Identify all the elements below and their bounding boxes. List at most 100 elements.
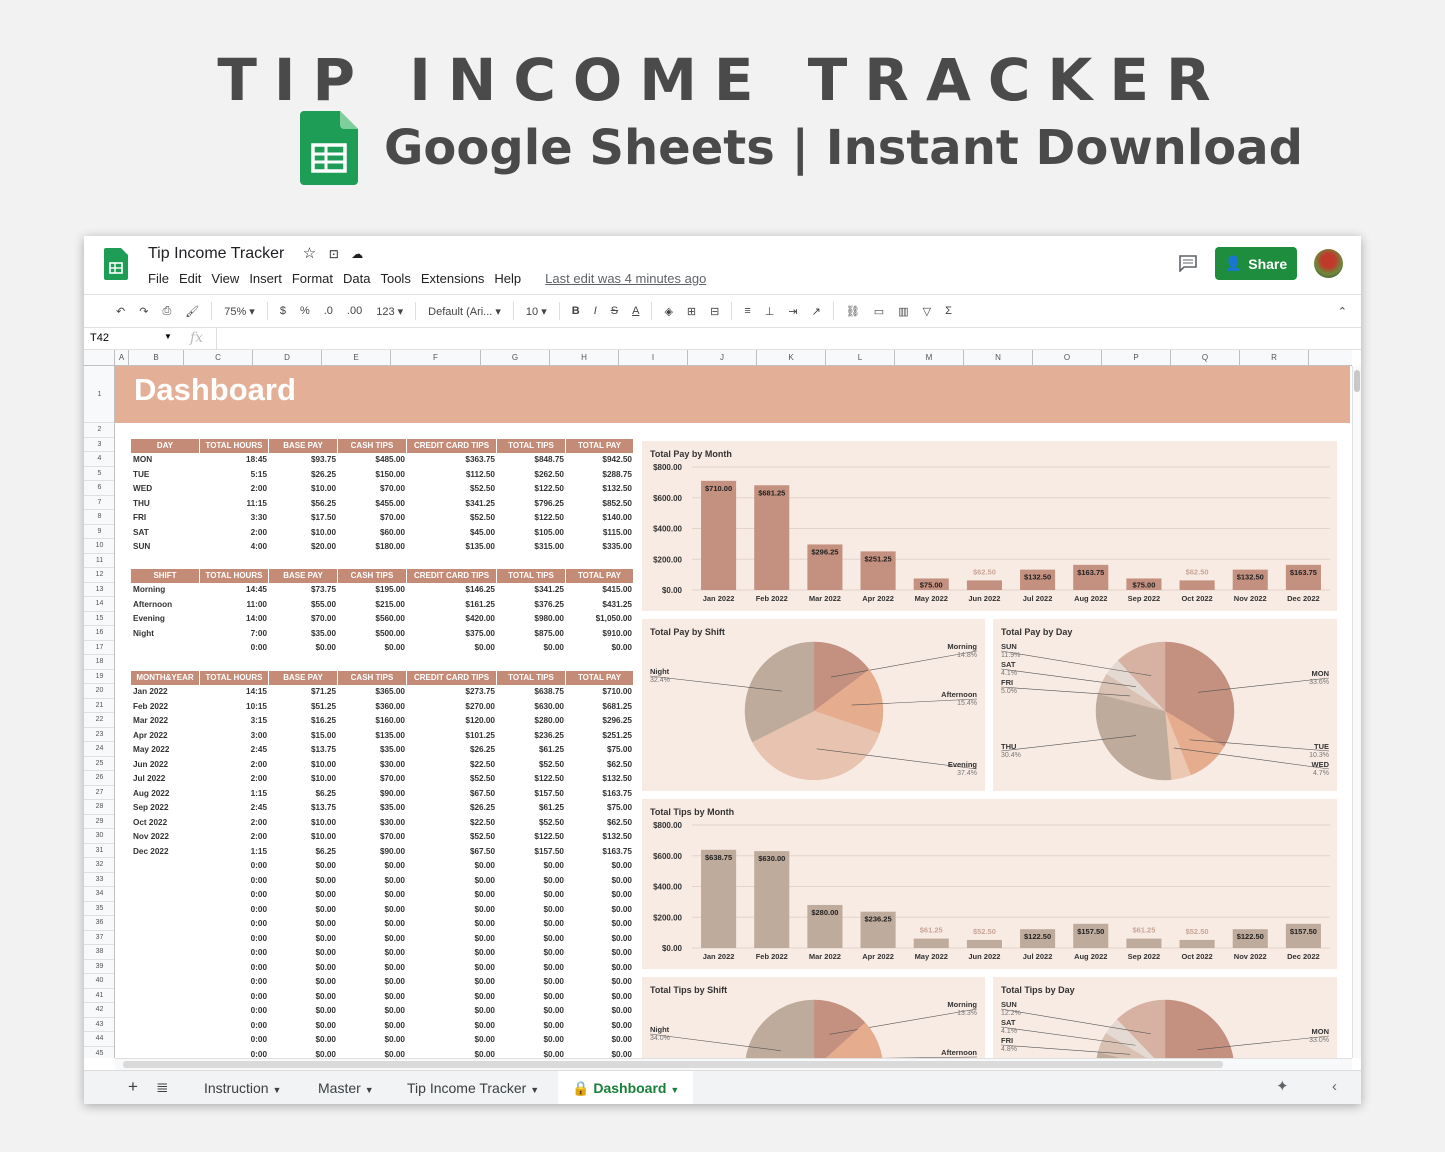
data-label: $52.50: [973, 927, 996, 936]
column-heading: CASH TIPS: [338, 439, 407, 453]
comment-icon[interactable]: [1178, 254, 1198, 272]
table-cell: 0:00: [250, 1006, 267, 1015]
total-pay-by-shift-chart[interactable]: Total Pay by Shift Morning 14.8% Afternoon…: [642, 619, 985, 791]
horizontal-scrollbar[interactable]: [115, 1058, 1352, 1070]
cloud-status-icon[interactable]: ☁: [351, 247, 364, 261]
data-label: $61.25: [920, 926, 943, 935]
more-formats-select[interactable]: 123 ▾: [376, 305, 404, 318]
paint-format-icon[interactable]: 🖌: [185, 305, 200, 318]
total-tips-by-shift-chart[interactable]: Total Tips by Shift Morning 13.3% Afternoo…: [642, 977, 985, 1058]
menu-tools[interactable]: Tools: [380, 271, 411, 286]
undo-icon[interactable]: ↶: [116, 305, 126, 318]
font-select[interactable]: Default (Ari... ▾: [428, 305, 501, 318]
table-cell: 0:00: [250, 977, 267, 986]
add-sheet-icon[interactable]: +: [128, 1077, 138, 1096]
vertical-scrollbar[interactable]: [1352, 366, 1361, 1058]
total-tips-by-month-chart[interactable]: Total Tips by Month $0.00 $200.00 $400.00 $…: [642, 799, 1337, 969]
table-cell: $122.50: [534, 484, 564, 493]
currency-button[interactable]: $: [279, 305, 286, 317]
borders-icon[interactable]: ⊞: [686, 305, 697, 318]
insert-comment-icon[interactable]: ▭: [873, 305, 885, 318]
bar: [1126, 938, 1162, 948]
sheets-app-icon[interactable]: [104, 248, 128, 280]
text-rotation-icon[interactable]: ↗: [811, 305, 821, 318]
percent-button[interactable]: %: [299, 305, 310, 317]
print-icon[interactable]: ⎙: [162, 304, 172, 317]
table-cell: 2:45: [250, 803, 267, 812]
avatar[interactable]: [1314, 249, 1343, 278]
y-tick-label: $800.00: [653, 821, 682, 830]
table-cell: $0.00: [474, 991, 496, 1001]
menu-help[interactable]: Help: [494, 271, 522, 286]
chevron-down-icon: ▼: [272, 1085, 282, 1095]
menu-extensions[interactable]: Extensions: [420, 271, 485, 286]
table-cell: 14:00: [246, 614, 267, 623]
collapse-side-icon[interactable]: ‹: [1332, 1078, 1337, 1095]
table-cell: $0.00: [384, 977, 406, 986]
text-color-icon[interactable]: A: [632, 305, 640, 317]
vertical-align-icon[interactable]: ⊥: [764, 305, 775, 318]
table-cell: $45.00: [469, 527, 495, 537]
explore-icon[interactable]: ✦: [1276, 1078, 1289, 1095]
table-cell: $6.25: [315, 788, 337, 798]
x-tick-label: Nov 2022: [1234, 952, 1267, 961]
insert-chart-icon[interactable]: ▥: [898, 305, 909, 318]
document-title[interactable]: Tip Income Tracker ☆ ⊡ ☁: [148, 245, 364, 262]
x-tick-label: Apr 2022: [862, 952, 894, 961]
leader-line: [1000, 668, 1136, 688]
collapse-toolbar-icon[interactable]: ⌃: [1337, 305, 1347, 318]
share-button[interactable]: 👤 Share: [1215, 247, 1297, 280]
menu-data[interactable]: Data: [343, 271, 371, 286]
filter-icon[interactable]: ▽: [922, 305, 932, 318]
table-row: 0:00 $0.00 $0.00 $0.00 $0.00 $0.00: [131, 1033, 634, 1048]
strikethrough-icon[interactable]: S: [610, 305, 619, 317]
name-box[interactable]: T42: [90, 332, 109, 344]
all-sheets-icon[interactable]: ≣: [156, 1079, 169, 1096]
horizontal-align-icon[interactable]: ≡: [744, 305, 751, 317]
table-cell: $75.00: [606, 745, 632, 754]
italic-icon[interactable]: I: [593, 305, 597, 317]
table-cell: $0.00: [543, 904, 565, 914]
total-pay-by-day-chart[interactable]: Total Pay by Day MON 33.6% TUE 10.3% WED 4.7%…: [993, 619, 1337, 791]
functions-icon[interactable]: Σ: [945, 305, 952, 317]
title-bar: Tip Income Tracker ☆ ⊡ ☁ File Edit View …: [84, 236, 1361, 294]
bold-icon[interactable]: B: [571, 305, 580, 317]
tab-tip-income-tracker[interactable]: Tip Income Tracker ▼: [407, 1080, 540, 1096]
menu-format[interactable]: Format: [291, 271, 333, 286]
table-cell: $0.00: [315, 861, 337, 870]
move-folder-icon[interactable]: ⊡: [328, 247, 339, 261]
fill-color-icon[interactable]: ◈: [664, 305, 673, 318]
sheet-grid[interactable]: Dashboard DAY TOTAL HOURS BASE PAY CASH TIP…: [115, 366, 1352, 1058]
link-icon[interactable]: ⛓: [845, 305, 860, 318]
increase-decimal-button[interactable]: .00: [346, 305, 363, 317]
table-cell: $0.00: [474, 962, 496, 972]
menu-file[interactable]: File: [148, 271, 169, 286]
redo-icon[interactable]: ↷: [139, 305, 149, 318]
star-icon[interactable]: ☆: [302, 245, 317, 262]
decrease-decimal-button[interactable]: .0: [323, 305, 333, 317]
table-cell: Mar 2022: [133, 716, 169, 725]
merge-cells-icon[interactable]: ⊟: [710, 305, 720, 318]
menu-insert[interactable]: Insert: [249, 271, 282, 286]
tab-master[interactable]: Master ▼: [318, 1080, 374, 1096]
menu-view[interactable]: View: [211, 271, 240, 286]
table-cell: [131, 932, 200, 947]
font-size-select[interactable]: 10 ▾: [525, 305, 547, 318]
tab-instruction[interactable]: Instruction ▼: [204, 1080, 282, 1096]
zoom-select[interactable]: 75% ▾: [224, 305, 255, 318]
x-tick-label: Jan 2022: [703, 594, 735, 603]
menu-edit[interactable]: Edit: [178, 271, 202, 286]
total-tips-by-day-chart[interactable]: Total Tips by Day MON 33.0% TUE 10.2% WED 4.8…: [993, 977, 1337, 1058]
scroll-thumb[interactable]: [1354, 370, 1360, 392]
last-edit-link[interactable]: Last edit was 4 minutes ago: [545, 271, 707, 286]
name-box-dropdown-icon[interactable]: ▼: [164, 332, 172, 341]
row-header: 14: [84, 597, 114, 612]
total-pay-by-month-chart[interactable]: Total Pay by Month $0.00 $200.00 $400.00 $6…: [642, 441, 1337, 611]
table-cell: $415.00: [602, 585, 632, 594]
scroll-thumb[interactable]: [123, 1061, 1223, 1068]
table-cell: $363.75: [465, 455, 495, 464]
table-cell: $560.00: [375, 614, 405, 623]
text-wrap-icon[interactable]: ⇥: [788, 305, 798, 318]
formula-input[interactable]: [216, 328, 1346, 349]
tab-dashboard[interactable]: 🔒 Dashboard ▼: [558, 1071, 694, 1104]
